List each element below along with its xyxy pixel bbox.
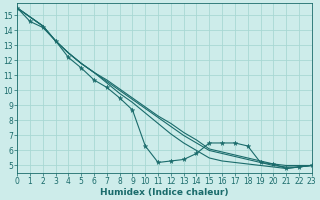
X-axis label: Humidex (Indice chaleur): Humidex (Indice chaleur) xyxy=(100,188,229,197)
